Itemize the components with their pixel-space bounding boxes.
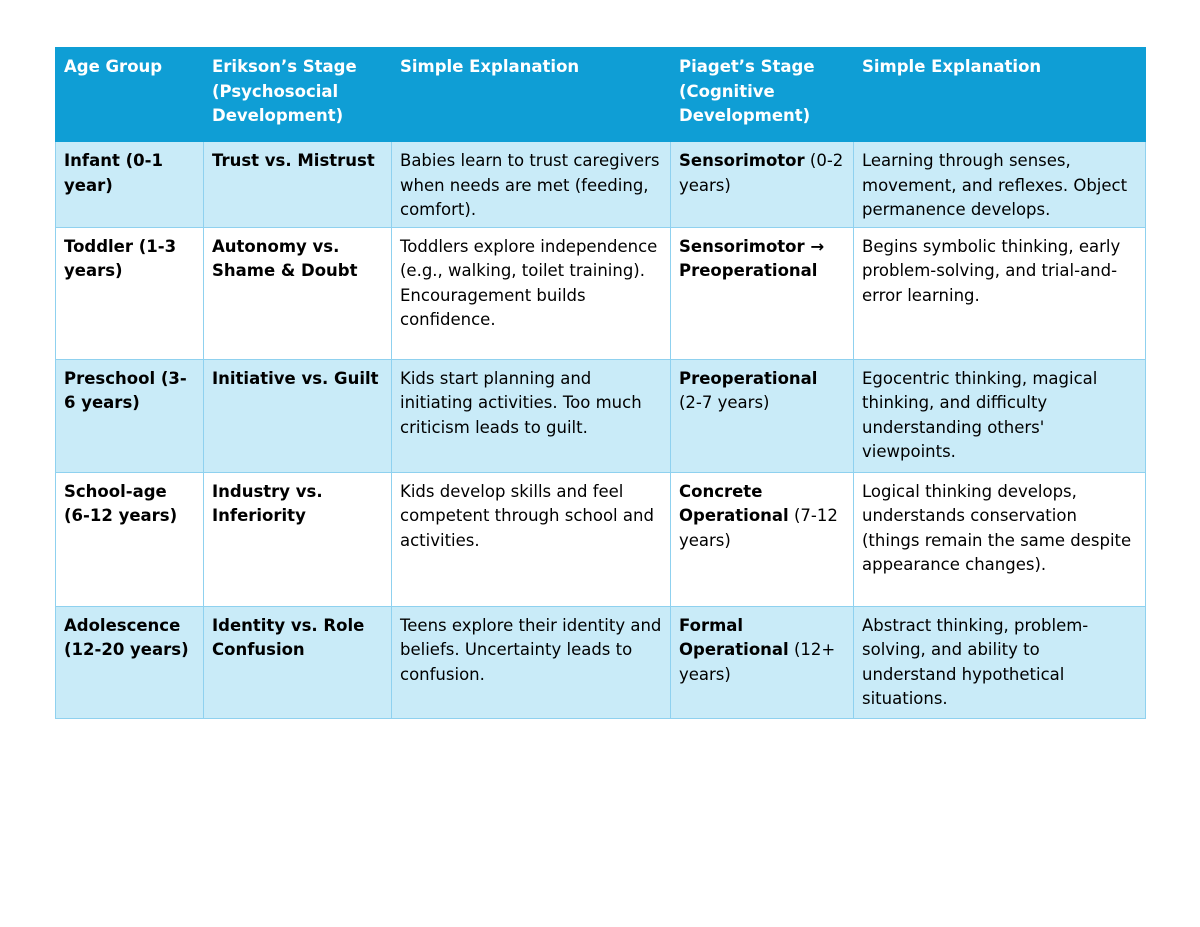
age-cell: Adolescence (12-20 years) — [55, 605, 204, 719]
piaget-years: (7-12 years) — [679, 506, 838, 550]
erikson-cell: Identity vs. Role Confusion — [203, 605, 392, 719]
piaget-stage: Sensorimotor — [679, 151, 805, 170]
header-erikson-stage: Erikson’s Stage (Psychosocial Developmen… — [203, 47, 392, 142]
table-row: Preschool (3-6 years) Initiative vs. Gui… — [55, 358, 1146, 473]
piaget-stage: Preoperational — [679, 368, 818, 388]
piaget-cell: Sensorimotor → Preoperational — [670, 226, 854, 360]
piaget-years: (2-7 years) — [679, 393, 770, 412]
piaget-cell: Concrete Operational (7-12 years) — [670, 471, 854, 607]
piaget-explanation-cell: Learning through senses, movement, and r… — [853, 141, 1146, 228]
piaget-explanation-cell: Begins symbolic thinking, early problem-… — [853, 226, 1146, 360]
erikson-explanation-cell: Babies learn to trust caregivers when ne… — [391, 141, 671, 228]
age-cell: Infant (0-1 year) — [55, 141, 204, 228]
table-row: Toddler (1-3 years) Autonomy vs. Shame &… — [55, 226, 1146, 360]
erikson-cell: Autonomy vs. Shame & Doubt — [203, 226, 392, 360]
erikson-cell: Industry vs. Inferiority — [203, 471, 392, 607]
header-erikson-explanation: Simple Explanation — [391, 47, 671, 142]
age-cell: School-age (6-12 years) — [55, 471, 204, 607]
table-row: Infant (0-1 year) Trust vs. Mistrust Bab… — [55, 141, 1146, 228]
header-piaget-explanation: Simple Explanation — [853, 47, 1146, 142]
table-row: School-age (6-12 years) Industry vs. Inf… — [55, 471, 1146, 607]
piaget-explanation-cell: Logical thinking develops, understands c… — [853, 471, 1146, 607]
header-piaget-stage: Piaget’s Stage (Cognitive Development) — [670, 47, 854, 142]
erikson-explanation-cell: Kids start planning and initiating activ… — [391, 358, 671, 473]
erikson-explanation-cell: Kids develop skills and feel competent t… — [391, 471, 671, 607]
development-stages-table: Age Group Erikson’s Stage (Psychosocial … — [55, 47, 1146, 719]
piaget-explanation-cell: Abstract thinking, problem-solving, and … — [853, 605, 1146, 719]
piaget-explanation-cell: Egocentric thinking, magical thinking, a… — [853, 358, 1146, 473]
erikson-explanation-cell: Teens explore their identity and beliefs… — [391, 605, 671, 719]
erikson-cell: Initiative vs. Guilt — [203, 358, 392, 473]
header-age-group: Age Group — [55, 47, 204, 142]
piaget-stage: Formal Operational — [679, 615, 789, 660]
table-row: Adolescence (12-20 years) Identity vs. R… — [55, 605, 1146, 719]
piaget-cell: Sensorimotor (0-2 years) — [670, 141, 854, 228]
piaget-years: (0-2 years) — [679, 151, 844, 195]
erikson-explanation-cell: Toddlers explore independence (e.g., wal… — [391, 226, 671, 360]
age-cell: Toddler (1-3 years) — [55, 226, 204, 360]
piaget-stage: Sensorimotor → Preoperational — [679, 236, 825, 281]
piaget-stage: Concrete Operational — [679, 481, 789, 526]
piaget-cell: Formal Operational (12+ years) — [670, 605, 854, 719]
piaget-years: (12+ years) — [679, 640, 836, 684]
erikson-cell: Trust vs. Mistrust — [203, 141, 392, 228]
piaget-cell: Preoperational (2-7 years) — [670, 358, 854, 473]
age-cell: Preschool (3-6 years) — [55, 358, 204, 473]
header-row: Age Group Erikson’s Stage (Psychosocial … — [55, 47, 1146, 142]
